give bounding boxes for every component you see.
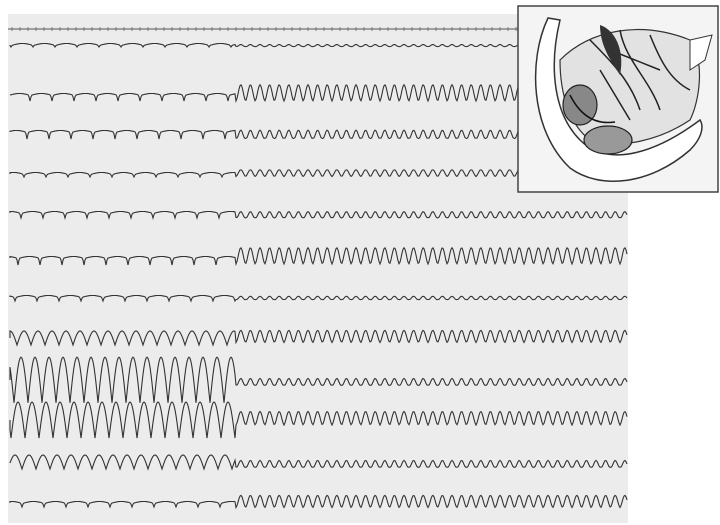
- valve-left: [562, 84, 598, 126]
- heart-shadow: [600, 25, 622, 75]
- ecg-lead: [9, 494, 628, 510]
- ecg-lead: [9, 454, 628, 471]
- ecg-lead: [9, 329, 628, 347]
- ecg-lead: [9, 294, 628, 303]
- ecg-lead: [9, 401, 628, 439]
- valve-right: [583, 125, 633, 155]
- ecg-lead: [9, 356, 628, 403]
- ecg-lead: [9, 246, 628, 267]
- heart-inset: [517, 5, 719, 193]
- heart-vessel: [689, 34, 713, 71]
- valve-edge: [569, 94, 616, 124]
- heart-wall: [534, 17, 703, 182]
- ecg-lead: [9, 210, 628, 221]
